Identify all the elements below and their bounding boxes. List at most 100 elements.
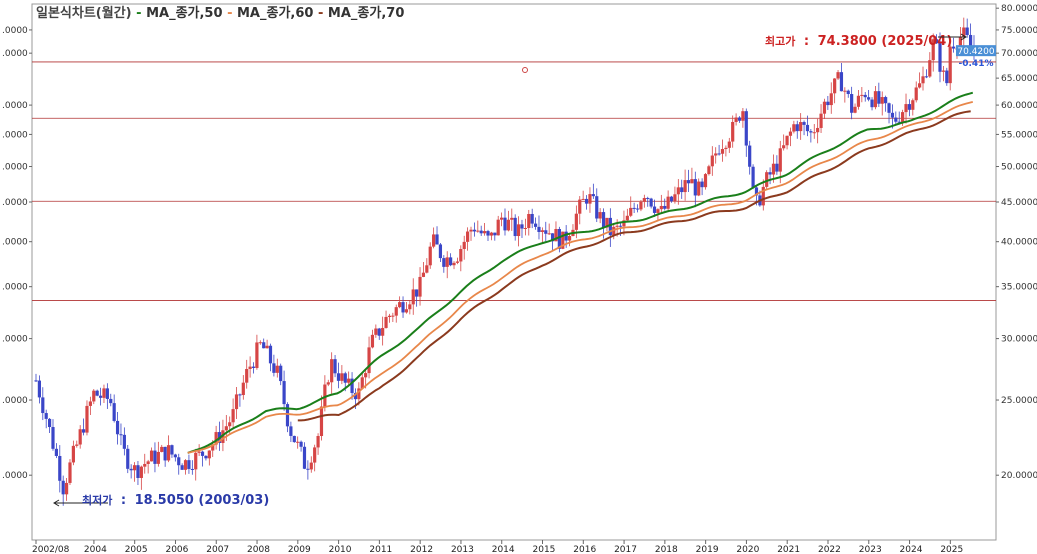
candle-body — [965, 27, 969, 35]
low-annotation-value: 18.5050 (2003/03) — [135, 493, 270, 508]
candle — [530, 208, 534, 229]
candle-body — [98, 395, 103, 398]
candle-body — [115, 420, 120, 435]
candle-body — [34, 380, 38, 382]
candle-body — [47, 418, 52, 428]
candle — [81, 418, 86, 436]
last-price-label: 70.4200 — [957, 47, 994, 57]
candle — [466, 227, 470, 251]
candle — [428, 242, 432, 269]
candle — [785, 135, 789, 150]
candle-body — [863, 94, 867, 98]
candle-body — [581, 198, 585, 200]
candle — [642, 194, 646, 208]
candle-body — [268, 345, 273, 364]
candle-body — [567, 235, 572, 241]
candle — [68, 459, 72, 485]
candle-body — [782, 145, 786, 149]
candle — [370, 329, 375, 349]
candle-body — [547, 233, 551, 235]
legend-dash-ma50: - — [136, 6, 141, 21]
candle — [146, 459, 150, 474]
candle — [166, 435, 171, 463]
legend-item-ma60: MA_종가,60 — [237, 6, 313, 21]
candle-body — [697, 181, 701, 196]
line-handle[interactable] — [522, 67, 528, 73]
candle — [251, 362, 256, 374]
high-annotation-value: 74.3800 (2025/04) — [818, 34, 953, 49]
moving-averages — [187, 91, 974, 454]
candle-body — [717, 153, 721, 155]
candle-body — [968, 34, 973, 46]
candle — [877, 82, 881, 107]
candle-body — [493, 232, 497, 236]
candle-body — [945, 70, 949, 84]
ma70-line — [297, 110, 971, 422]
candle-body — [707, 166, 711, 175]
candle-body — [204, 455, 208, 459]
left-tick-label: .0000 — [2, 396, 28, 406]
candle-body — [540, 230, 544, 232]
candle-body — [516, 224, 521, 237]
candle-body — [428, 246, 432, 266]
candle — [775, 155, 779, 175]
candle-body — [211, 444, 215, 451]
candle — [272, 354, 276, 377]
candle-body — [533, 223, 538, 227]
candle — [761, 179, 765, 211]
candle-body — [826, 101, 830, 106]
candle — [483, 222, 487, 236]
candle-body — [309, 462, 313, 470]
candle — [238, 393, 242, 407]
candle — [537, 215, 541, 240]
candle-body — [595, 196, 599, 219]
candle-body — [234, 394, 239, 410]
candle-body — [799, 122, 803, 132]
candle-body — [81, 429, 86, 433]
candle — [88, 396, 92, 415]
candle — [245, 359, 249, 389]
candle-body — [194, 452, 198, 470]
legend-item-ma50: MA_종가,50 — [146, 6, 222, 21]
candle — [387, 313, 392, 323]
candle — [850, 86, 854, 120]
candle-body — [68, 462, 72, 483]
candle-body — [248, 366, 252, 369]
candle-body — [183, 460, 188, 470]
candle — [819, 104, 823, 133]
candle-body — [425, 265, 429, 273]
candle-body — [367, 347, 371, 374]
candle — [408, 300, 412, 315]
candle — [703, 172, 708, 190]
candle — [629, 196, 633, 218]
candle-body — [370, 334, 375, 348]
candle-body — [510, 217, 514, 220]
candle-body — [146, 461, 150, 464]
candle-body — [941, 70, 946, 72]
candle — [187, 454, 191, 474]
candle-body — [92, 390, 96, 402]
y-tick-label: 70.0000 — [1001, 49, 1037, 59]
candle — [941, 66, 946, 82]
candle-body — [139, 466, 143, 478]
candle-body — [649, 198, 653, 207]
candle-body — [316, 436, 320, 448]
candle-body — [601, 212, 606, 228]
candle-body — [584, 198, 589, 204]
candle-body — [751, 166, 755, 188]
candle — [608, 208, 612, 247]
candle-body — [680, 187, 684, 193]
candle — [105, 383, 109, 409]
y-tick-label: 35.0000 — [1001, 283, 1037, 293]
left-tick-label: .0000 — [2, 101, 28, 111]
candle-body — [703, 174, 708, 188]
left-tick-label: .0000 — [2, 49, 28, 59]
candle — [812, 124, 816, 139]
x-tick-label: 2020 — [736, 545, 759, 554]
candle-body — [894, 117, 898, 122]
candle-body — [156, 451, 160, 464]
candle-body — [58, 455, 62, 481]
candle-body — [683, 180, 687, 193]
candle — [248, 356, 252, 378]
candle-body — [112, 403, 116, 421]
